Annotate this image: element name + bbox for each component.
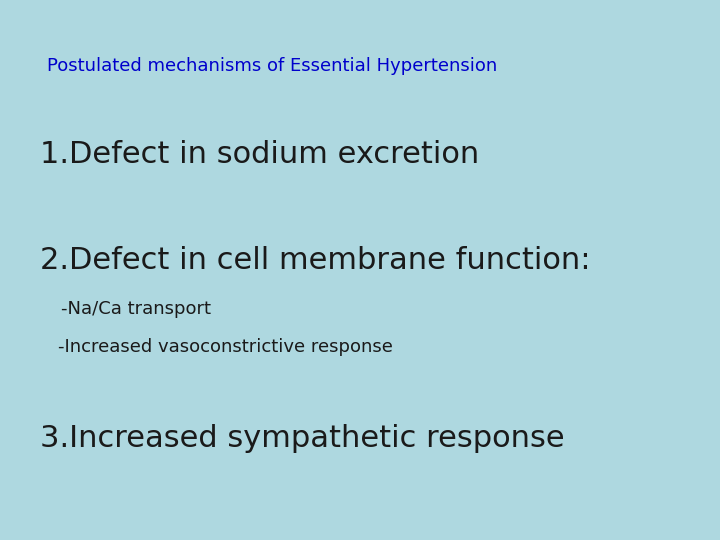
Text: 2.Defect in cell membrane function:: 2.Defect in cell membrane function: [40, 246, 590, 275]
Text: -Na/Ca transport: -Na/Ca transport [61, 300, 211, 318]
Text: Postulated mechanisms of Essential Hypertension: Postulated mechanisms of Essential Hyper… [47, 57, 497, 75]
Text: 3.Increased sympathetic response: 3.Increased sympathetic response [40, 424, 564, 453]
Text: -Increased vasoconstrictive response: -Increased vasoconstrictive response [58, 338, 392, 355]
Text: 1.Defect in sodium excretion: 1.Defect in sodium excretion [40, 140, 479, 170]
